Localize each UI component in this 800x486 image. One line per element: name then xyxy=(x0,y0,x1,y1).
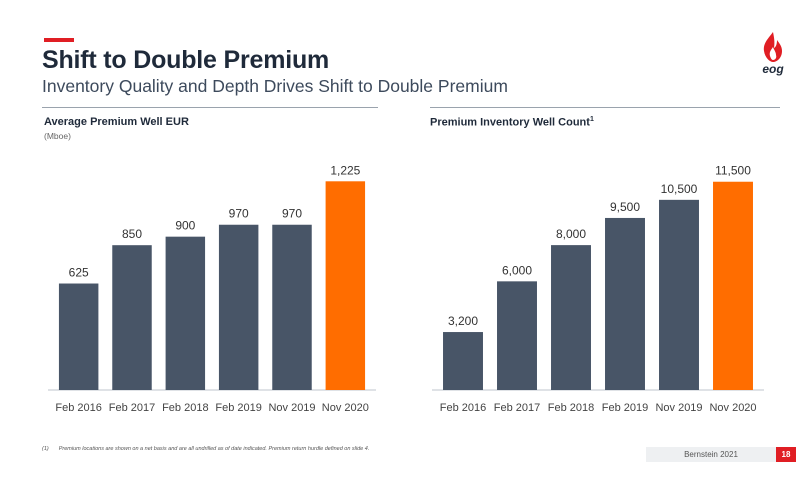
left-chart-unit: (Mboe) xyxy=(44,131,71,141)
bar xyxy=(713,181,753,390)
footnote: (1) Premium locations are shown on a net … xyxy=(42,446,369,452)
page-title: Shift to Double Premium xyxy=(42,46,330,74)
right-chart-title: Premium Inventory Well Count1 xyxy=(430,116,594,129)
flame-icon xyxy=(763,32,782,62)
x-tick-label: Nov 2019 xyxy=(268,402,315,414)
bar xyxy=(58,283,99,390)
bar xyxy=(605,217,645,390)
right-divider xyxy=(430,107,780,108)
bar xyxy=(551,245,591,390)
footnote-text: Premium locations are shown on a net bas… xyxy=(58,446,370,452)
title-accent-bar xyxy=(44,38,74,42)
company-logo: eog xyxy=(754,30,792,78)
bar xyxy=(497,281,537,390)
data-label: 625 xyxy=(69,266,89,280)
footnote-marker: 1 xyxy=(589,116,594,123)
page-subtitle: Inventory Quality and Depth Drives Shift… xyxy=(42,76,508,96)
data-label: 6,000 xyxy=(502,263,532,277)
bar xyxy=(112,245,152,390)
x-tick-label: Feb 2017 xyxy=(494,402,540,414)
bar xyxy=(218,224,259,390)
bar xyxy=(325,181,366,390)
x-tick-label: Nov 2019 xyxy=(655,402,702,414)
left-chart-title: Average Premium Well EUR xyxy=(44,116,189,128)
logo-text: eog xyxy=(762,62,784,76)
data-label: 970 xyxy=(229,207,249,221)
data-label: 11,500 xyxy=(715,164,751,178)
data-label: 900 xyxy=(175,219,195,233)
x-tick-label: Feb 2016 xyxy=(440,402,486,414)
data-label: 1,225 xyxy=(330,163,360,177)
eur-bar-chart: 625 Feb 2016 850 Feb 2017 900 Feb 2018 970 Feb … xyxy=(48,163,376,414)
source-label: Bernstein 2021 xyxy=(646,447,776,462)
bar xyxy=(659,199,699,390)
data-label: 10,500 xyxy=(661,182,698,196)
x-tick-label: Nov 2020 xyxy=(322,402,369,414)
well-count-bar-chart: 3,200 Feb 2016 6,000 Feb 2017 8,000 Feb 2018 9… xyxy=(432,164,764,414)
x-tick-label: Feb 2018 xyxy=(162,402,208,414)
bar xyxy=(272,224,312,390)
x-tick-label: Feb 2019 xyxy=(602,402,648,414)
right-chart-title-text: Premium Inventory Well Count xyxy=(430,116,590,129)
x-tick-label: Feb 2019 xyxy=(215,402,261,414)
data-label: 9,500 xyxy=(610,200,640,214)
x-tick-label: Feb 2016 xyxy=(55,402,101,414)
page-number: 18 xyxy=(776,447,796,462)
data-label: 8,000 xyxy=(556,227,586,241)
x-tick-label: Nov 2020 xyxy=(709,402,756,414)
footnote-number: (1) xyxy=(42,446,49,452)
x-tick-label: Feb 2018 xyxy=(548,402,594,414)
x-tick-label: Feb 2017 xyxy=(109,402,155,414)
data-label: 850 xyxy=(122,227,142,241)
data-label: 3,200 xyxy=(448,314,478,328)
data-label: 970 xyxy=(282,207,302,221)
bar xyxy=(165,236,206,390)
bar xyxy=(443,332,483,390)
left-divider xyxy=(42,107,378,108)
